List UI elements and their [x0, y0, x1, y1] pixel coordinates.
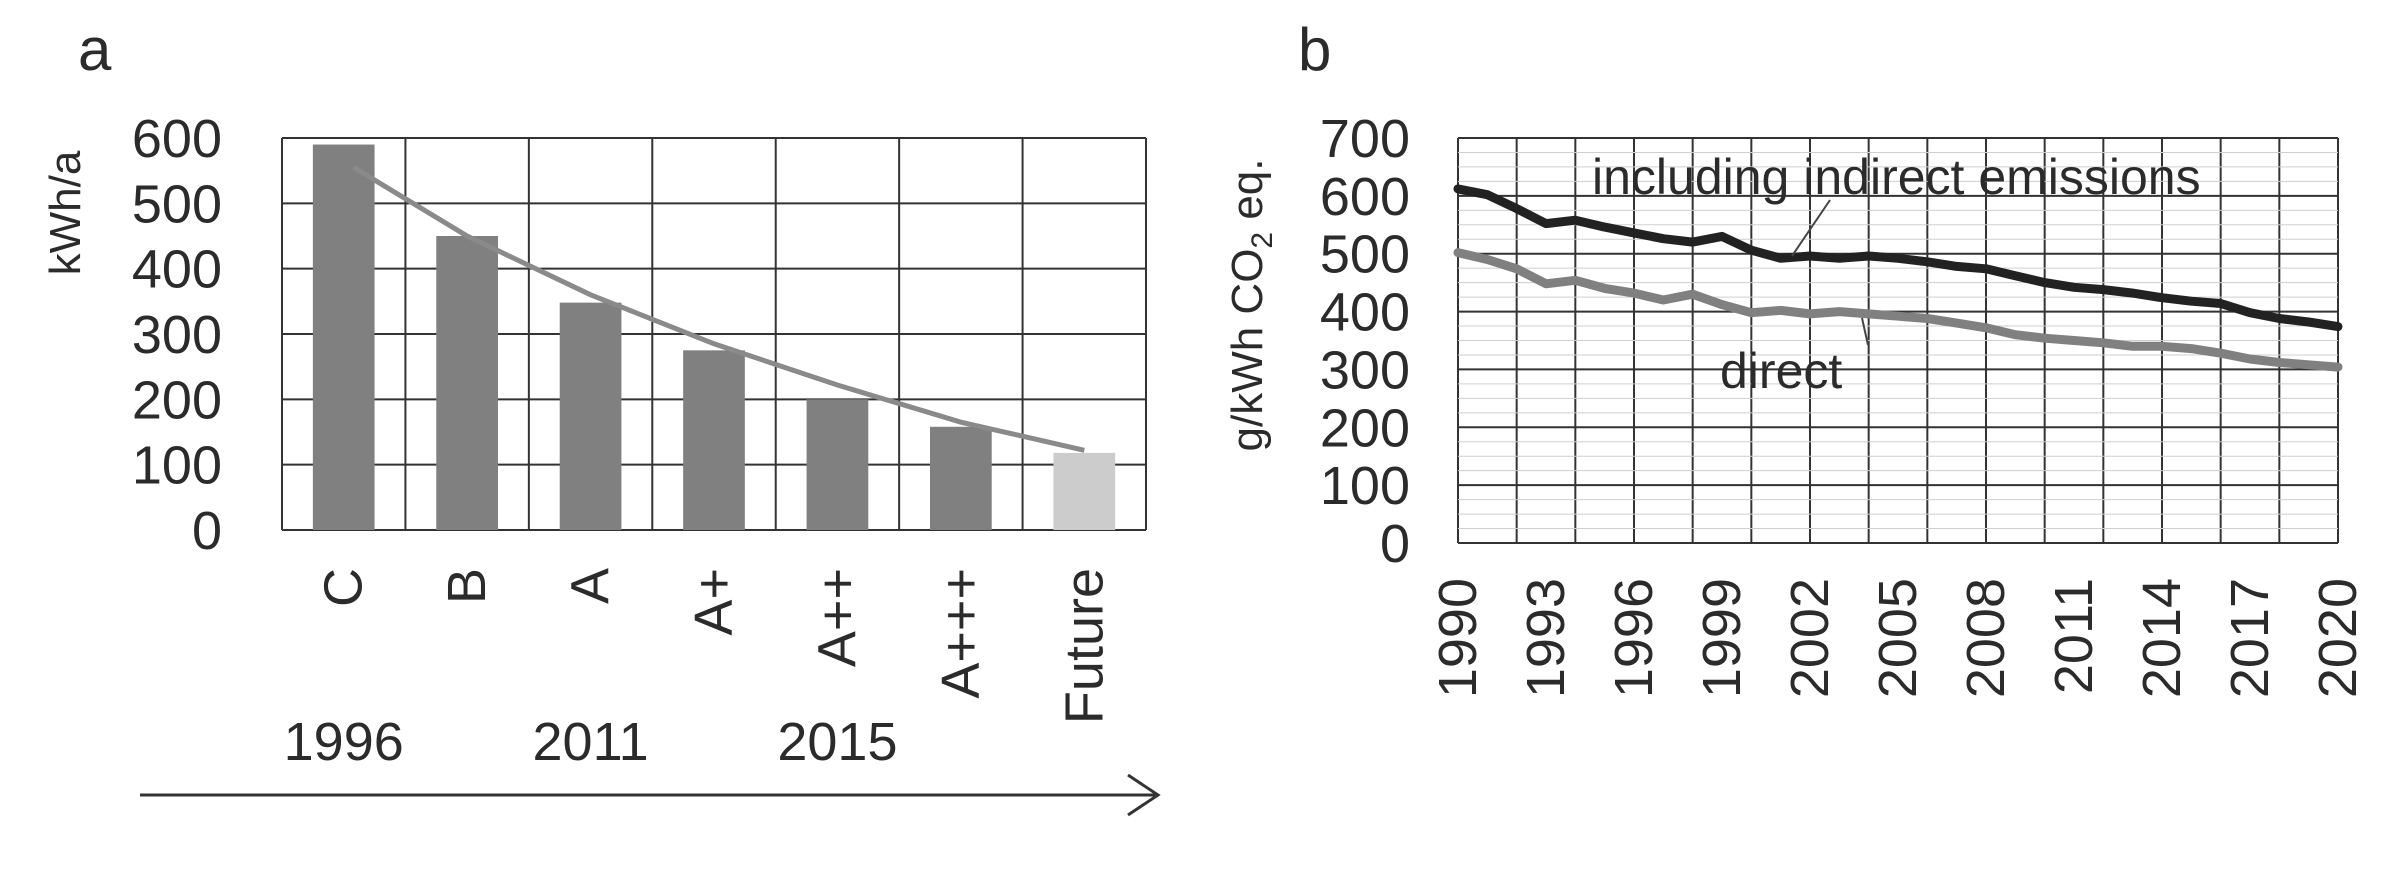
panel-b-x-tick-label: 2005: [1868, 578, 1928, 698]
panel-b-x-tick-label: 2020: [2308, 578, 2368, 698]
panel-b-y-tick-label: 700: [1320, 109, 1410, 169]
panel-a-bar: [559, 302, 622, 530]
panel-a-y-tick-label: 300: [132, 305, 222, 365]
panel-a-x-tick-label: B: [437, 568, 497, 604]
panel-b-y-tick-label: 100: [1320, 456, 1410, 516]
panel-a-x-tick-label: A+: [684, 568, 744, 636]
panel-a-bar: [312, 144, 375, 531]
series-line-direct: [1453, 248, 2343, 372]
panel-b-y-axis-label-main: g/kWh CO: [1223, 249, 1272, 452]
panel-a-x-tick-label: Future: [1054, 568, 1114, 724]
panel-a-bars: [312, 144, 1116, 531]
panel-b-y-tick-label: 400: [1320, 283, 1410, 343]
panel-b-x-tick-label: 1996: [1604, 578, 1664, 698]
panel-b-lines: [1453, 184, 2343, 372]
panel-a-bar: [683, 350, 745, 530]
panel-a-y-tick-label: 200: [132, 370, 222, 430]
panel-a-y-tick-label: 400: [132, 240, 222, 300]
panel-a-x-tick-label: C: [314, 568, 374, 607]
panel-a-bar: [1053, 452, 1116, 530]
panel-a-y-axis-label: kWh/a: [41, 150, 90, 275]
timeline-arrow-head: [1127, 773, 1161, 817]
panel-b-y-tick-label: 500: [1320, 225, 1410, 285]
panel-b-x-tick-label: 2002: [1780, 578, 1840, 698]
panel-a-timeline-label: 2011: [533, 712, 649, 772]
panel-b-x-tick-label: 2008: [1956, 578, 2016, 698]
panel-a-timeline: 1996 2011 2015: [140, 712, 1161, 817]
panel-a-bar: [436, 236, 498, 530]
panel-a-bar: [930, 426, 992, 530]
panel-a-y-tick-label: 100: [132, 436, 222, 496]
panel-b-label: b: [1298, 16, 1331, 83]
panel-a-timeline-label: 1996: [284, 712, 404, 772]
panel-a-trend-line: [352, 165, 1085, 453]
panel-a-timeline-label: 2015: [777, 712, 897, 772]
panel-b-y-tick-label: 300: [1320, 340, 1410, 400]
panel-a-y-tick-label: 600: [132, 109, 222, 169]
panel-a-x-tick-label: A: [561, 568, 621, 604]
panel-b-x-tick-label: 2014: [2132, 578, 2192, 698]
panel-a-x-tick-label: A++: [807, 568, 867, 667]
panel-a-x-ticks: C B A A+ A++ A+++ Future: [314, 568, 1115, 724]
series-line-including-indirect-emissions: [1453, 184, 2343, 332]
panel-a-bar: [806, 399, 869, 530]
panel-b-annotations: including indirect emissions direct: [1592, 149, 2201, 399]
panel-b-y-tick-label: 200: [1320, 398, 1410, 458]
panel-a-y-tick-label: 0: [192, 501, 222, 561]
panel-b-y-axis-label-tail: eq.: [1223, 159, 1272, 232]
panel-b-x-tick-label: 1993: [1516, 578, 1576, 698]
panel-b-x-ticks: 1990 1993 1996 1999 2002 2005 2008 2011 2014 2017…: [1428, 578, 2368, 698]
panel-b-x-tick-label: 1999: [1692, 578, 1752, 698]
panel-b-y-tick-label: 0: [1380, 514, 1410, 574]
panel-b-y-tick-label: 600: [1320, 167, 1410, 227]
series-label-direct: direct: [1720, 343, 1842, 399]
panel-a-x-tick-label: A+++: [931, 568, 991, 699]
series-label-leader-direct: [1861, 317, 1869, 346]
panel-b-x-tick-label: 2017: [2220, 578, 2280, 698]
panel-a-label: a: [78, 16, 112, 83]
panel-b-y-axis-label: g/kWh CO2 eq.: [1223, 159, 1279, 452]
panel-b-y-axis-label-sub: 2: [1246, 232, 1279, 249]
panel-b-x-tick-label: 1990: [1428, 578, 1488, 698]
panel-a-y-tick-label: 500: [132, 174, 222, 234]
panel-b-x-tick-label: 2011: [2044, 578, 2104, 694]
series-label-including-indirect-emissions: including indirect emissions: [1592, 149, 2201, 205]
series-label-leader-indirect: [1791, 199, 1831, 257]
panel-a-grid: [281, 137, 1147, 531]
